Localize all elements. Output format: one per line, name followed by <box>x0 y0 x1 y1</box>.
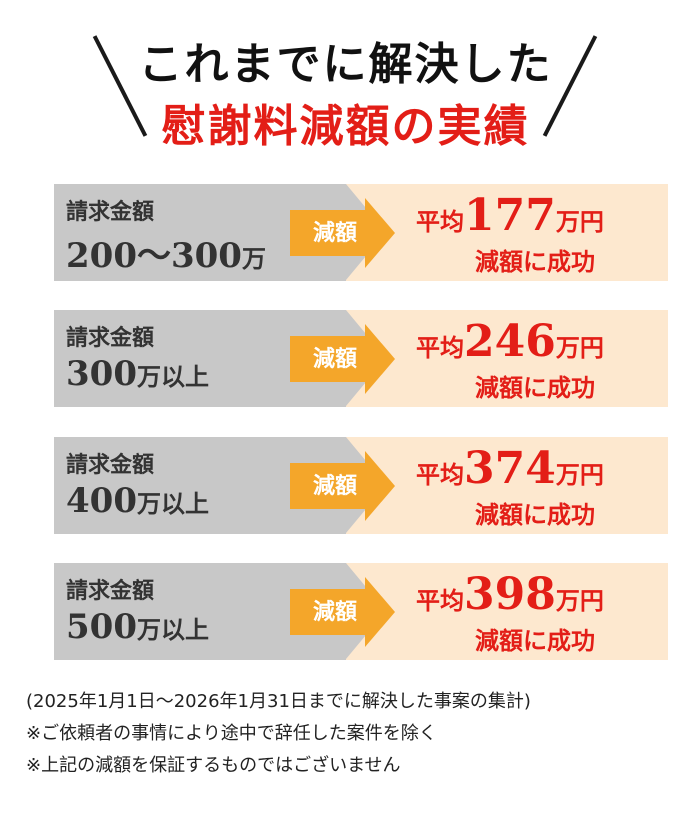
result-row: 請求金額 400万以上 減額 平均374万円 減額に成功 <box>54 437 668 534</box>
result-value: 398 <box>464 569 556 620</box>
result-suffix: 減額に成功 <box>475 626 595 655</box>
claim-amount-value: 200〜300 <box>66 236 242 276</box>
claim-label: 請求金額 <box>66 578 155 604</box>
result-row: 請求金額 500万以上 減額 平均398万円 減額に成功 <box>54 563 668 660</box>
reduction-arrow <box>290 336 365 382</box>
result-unit: 万円 <box>555 586 604 615</box>
result-unit: 万円 <box>555 333 604 362</box>
header: これまでに解決した 慰謝料減額の実績 <box>0 0 691 170</box>
result-average: 平均398万円 <box>416 569 604 620</box>
claim-amount: 400万以上 <box>66 481 209 521</box>
note-period: (2025年1月1日〜2026年1月31日までに解決した事案の集計) <box>26 691 531 712</box>
claim-amount: 500万以上 <box>66 607 209 647</box>
reduction-arrow-label: 減額 <box>312 473 357 499</box>
note-exclusion: ※ご依頼者の事情により途中で辞任した案件を除く <box>26 723 437 744</box>
result-value: 246 <box>464 316 556 367</box>
claim-label: 請求金額 <box>66 199 155 225</box>
result-suffix: 減額に成功 <box>475 373 595 402</box>
arrow-right-icon <box>365 451 395 521</box>
result-suffix: 減額に成功 <box>475 247 595 276</box>
claim-amount: 300万以上 <box>66 354 209 394</box>
result-panel <box>346 437 668 534</box>
result-value: 177 <box>464 190 556 241</box>
reduction-arrow-label: 減額 <box>312 220 357 246</box>
result-suffix: 減額に成功 <box>475 500 595 529</box>
claim-amount-unit: 万以上 <box>136 615 209 644</box>
claim-label: 請求金額 <box>66 325 155 351</box>
result-prefix: 平均 <box>416 207 464 236</box>
result-row: 請求金額 300万以上 減額 平均246万円 減額に成功 <box>54 310 668 407</box>
result-prefix: 平均 <box>416 333 464 362</box>
arrow-right-icon <box>365 577 395 647</box>
result-unit: 万円 <box>555 207 604 236</box>
claim-amount-unit: 万 <box>241 244 266 273</box>
result-panel <box>346 184 668 281</box>
claim-amount-value: 400 <box>66 481 137 521</box>
result-unit: 万円 <box>555 460 604 489</box>
result-average: 平均246万円 <box>416 316 604 367</box>
result-panel <box>346 310 668 407</box>
reduction-arrow <box>290 589 365 635</box>
claim-amount: 200〜300万 <box>66 228 266 277</box>
result-average: 平均374万円 <box>416 443 604 494</box>
arrow-right-icon <box>365 324 395 394</box>
claim-label: 請求金額 <box>66 452 155 478</box>
title-line-2: 慰謝料減額の実績 <box>161 101 530 152</box>
note-disclaimer: ※上記の減額を保証するものではございません <box>26 755 401 776</box>
result-panel <box>346 563 668 660</box>
reduction-arrow <box>290 210 365 256</box>
result-row: 請求金額 200〜300万 減額 平均177万円 減額に成功 <box>54 184 668 281</box>
reduction-arrow <box>290 463 365 509</box>
claim-amount-unit: 万以上 <box>136 489 209 518</box>
title-line-1: これまでに解決した <box>138 39 553 90</box>
reduction-arrow-label: 減額 <box>312 599 357 625</box>
result-value: 374 <box>464 443 556 494</box>
result-prefix: 平均 <box>416 586 464 615</box>
claim-amount-value: 300 <box>66 354 137 394</box>
reduction-arrow-label: 減額 <box>312 346 357 372</box>
arrow-right-icon <box>365 198 395 268</box>
claim-amount-value: 500 <box>66 607 137 647</box>
footnotes: (2025年1月1日〜2026年1月31日までに解決した事案の集計) ※ご依頼者… <box>26 686 676 782</box>
result-average: 平均177万円 <box>416 190 604 241</box>
result-prefix: 平均 <box>416 460 464 489</box>
claim-amount-unit: 万以上 <box>136 362 209 391</box>
